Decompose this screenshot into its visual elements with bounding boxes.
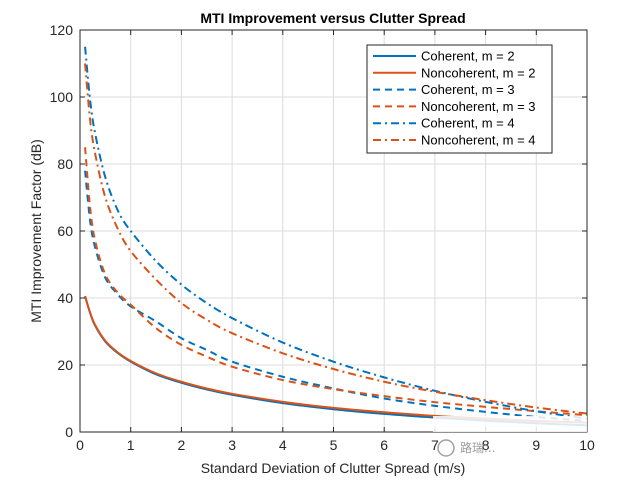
x-tick-label: 2 bbox=[178, 437, 186, 453]
x-tick-label: 1 bbox=[127, 437, 135, 453]
x-tick-label: 4 bbox=[279, 437, 287, 453]
legend-entry-label: Coherent, m = 4 bbox=[421, 116, 515, 131]
y-tick-label: 20 bbox=[57, 357, 73, 373]
watermark-backdrop bbox=[433, 416, 587, 432]
x-tick-label: 7 bbox=[431, 437, 439, 453]
series-line-6 bbox=[84, 63, 588, 415]
x-tick-label: 3 bbox=[228, 437, 236, 453]
x-tick-label: 10 bbox=[579, 437, 595, 453]
y-tick-label: 0 bbox=[65, 424, 73, 440]
watermark-logo-icon bbox=[437, 439, 455, 457]
watermark: 路瑞... bbox=[433, 416, 587, 457]
y-tick-label: 80 bbox=[57, 156, 73, 172]
y-tick-label: 120 bbox=[50, 22, 74, 38]
legend-entry-label: Coherent, m = 2 bbox=[421, 49, 515, 64]
x-tick-label: 5 bbox=[330, 437, 338, 453]
watermark-text: 路瑞... bbox=[460, 440, 495, 455]
series-line-4 bbox=[84, 147, 588, 417]
x-tick-label: 9 bbox=[532, 437, 540, 453]
y-tick-label: 60 bbox=[57, 223, 73, 239]
y-tick-label: 100 bbox=[50, 89, 74, 105]
x-tick-label: 6 bbox=[380, 437, 388, 453]
legend-entry-label: Noncoherent, m = 4 bbox=[421, 133, 536, 148]
x-tick-label: 0 bbox=[76, 437, 84, 453]
legend-entry-label: Noncoherent, m = 2 bbox=[421, 65, 536, 80]
x-axis-label: Standard Deviation of Clutter Spread (m/… bbox=[201, 460, 466, 476]
series-line-3 bbox=[84, 170, 588, 422]
chart-title: MTI Improvement versus Clutter Spread bbox=[200, 10, 465, 26]
x-tick-label: 8 bbox=[482, 437, 490, 453]
y-axis-label: MTI Improvement Factor (dB) bbox=[28, 139, 44, 323]
legend-entry-label: Coherent, m = 3 bbox=[421, 82, 515, 97]
legend-box bbox=[366, 44, 553, 154]
legend-entry-label: Noncoherent, m = 3 bbox=[421, 99, 536, 114]
y-tick-label: 40 bbox=[57, 290, 73, 306]
